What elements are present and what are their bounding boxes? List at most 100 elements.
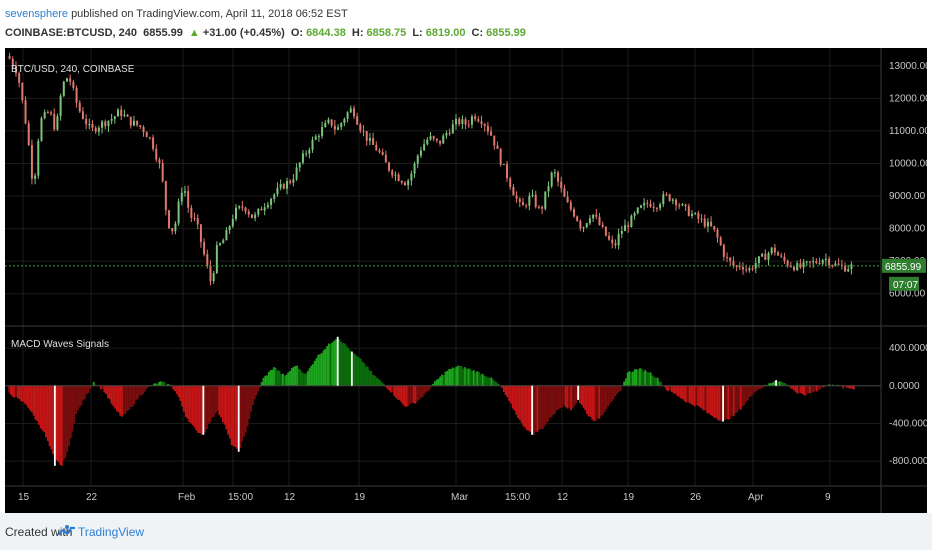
macd-signal-bar: [202, 385, 205, 435]
macd-bar: [686, 385, 689, 403]
candle-body: [541, 207, 544, 209]
chart-svg[interactable]: BTC/USD, 240, COINBASE MACD Waves Signal…: [5, 48, 927, 513]
candle-body: [384, 154, 387, 163]
candle-body: [394, 174, 397, 176]
macd-bar: [738, 385, 740, 410]
high-value: 6858.75: [366, 27, 407, 39]
candle-body: [821, 259, 824, 264]
macd-bar: [204, 385, 207, 433]
macd-bar: [554, 385, 557, 414]
candle-body: [496, 145, 499, 149]
candle-body: [30, 145, 33, 179]
macd-signal-bar: [237, 385, 240, 452]
macd-bar: [501, 385, 504, 388]
candle-body: [448, 133, 451, 135]
macd-bar: [794, 385, 797, 392]
macd-bar: [723, 385, 726, 420]
macd-bar: [195, 385, 198, 431]
macd-bar: [48, 385, 51, 446]
macd-bar: [727, 385, 730, 420]
candle-body: [11, 58, 14, 67]
macd-bar: [796, 385, 799, 394]
macd-bar: [527, 385, 530, 431]
candle-body: [397, 174, 400, 182]
macd-bar: [780, 381, 783, 386]
candle-body: [416, 155, 419, 164]
macd-axis[interactable]: 400.0000 0.0000 -400.0000 -800.0000: [889, 343, 927, 467]
macd-bar: [78, 385, 81, 408]
macd-bar: [372, 374, 374, 386]
macd-bar: [677, 385, 680, 397]
macd-bar: [628, 371, 631, 386]
symbol-label: COINBASE:BTCUSD, 240: [5, 27, 138, 39]
macd-bar: [209, 385, 212, 423]
candle-body: [391, 170, 394, 176]
candle-body: [745, 269, 748, 271]
candle-body: [72, 81, 75, 88]
macd-bar: [25, 385, 28, 406]
macd-bar: [695, 385, 698, 406]
macd-bar: [416, 385, 419, 402]
price-tick-label: 13000.00: [889, 61, 927, 72]
chart-area[interactable]: BTC/USD, 240, COINBASE MACD Waves Signal…: [5, 48, 927, 513]
macd-bar: [831, 384, 834, 386]
macd-bar: [396, 385, 399, 400]
macd-bar: [89, 385, 92, 390]
author-link[interactable]: sevensphere: [5, 8, 68, 20]
macd-bar: [27, 385, 30, 409]
macd-bar: [642, 371, 645, 386]
macd-bar: [373, 375, 376, 386]
macd-bar: [784, 382, 786, 386]
candle-body: [547, 186, 550, 192]
macd-bar: [147, 385, 150, 387]
macd-bar: [213, 385, 215, 417]
candle-body: [241, 206, 244, 208]
macd-bar: [389, 385, 392, 393]
macd-bar: [160, 381, 162, 386]
candle-body: [27, 123, 30, 146]
macd-bar: [366, 366, 369, 386]
macd-bar: [361, 361, 364, 386]
macd-bar: [524, 385, 526, 428]
macd-bar: [117, 385, 120, 413]
macd-bar: [467, 368, 470, 386]
candle-body: [321, 127, 324, 137]
macd-bar: [322, 350, 325, 386]
candle-body: [777, 252, 780, 256]
macd-bar: [191, 385, 194, 426]
close-label: C:: [471, 27, 484, 39]
tradingview-logo-icon[interactable]: [58, 522, 76, 540]
macd-bar: [251, 385, 254, 406]
candle-body: [365, 131, 368, 141]
macd-bar: [510, 385, 512, 404]
macd-bar: [370, 371, 373, 386]
macd-bar: [748, 385, 751, 398]
macd-bar: [214, 385, 217, 414]
candle-body: [732, 261, 735, 266]
candle-body: [148, 137, 151, 139]
time-axis[interactable]: 15 22 Feb 15:00 12 19 Mar 15:00 12 19 26 Apr 9: [18, 492, 831, 503]
candle-body: [257, 208, 260, 215]
macd-bar: [525, 385, 528, 431]
candle-body: [757, 256, 760, 264]
price-tick-label: 8000.00: [889, 224, 926, 235]
candle-body: [442, 135, 445, 144]
candle-body: [694, 213, 697, 215]
macd-bar: [282, 373, 284, 386]
macd-bar: [186, 385, 189, 419]
macd-bar: [327, 343, 330, 386]
macd-bar: [582, 385, 585, 408]
tradingview-brand[interactable]: TradingView: [78, 525, 145, 539]
candle-body: [588, 218, 591, 224]
candle-body: [518, 198, 521, 202]
candle-body: [375, 144, 378, 151]
candle-body: [793, 267, 796, 271]
macd-bar: [603, 385, 606, 413]
macd-bar: [566, 385, 569, 409]
candle-body: [550, 172, 553, 187]
candle-body: [266, 204, 269, 208]
macd-bar: [315, 358, 318, 386]
macd-bar: [101, 385, 104, 389]
candle-body: [636, 207, 639, 214]
candle-body: [780, 255, 783, 257]
